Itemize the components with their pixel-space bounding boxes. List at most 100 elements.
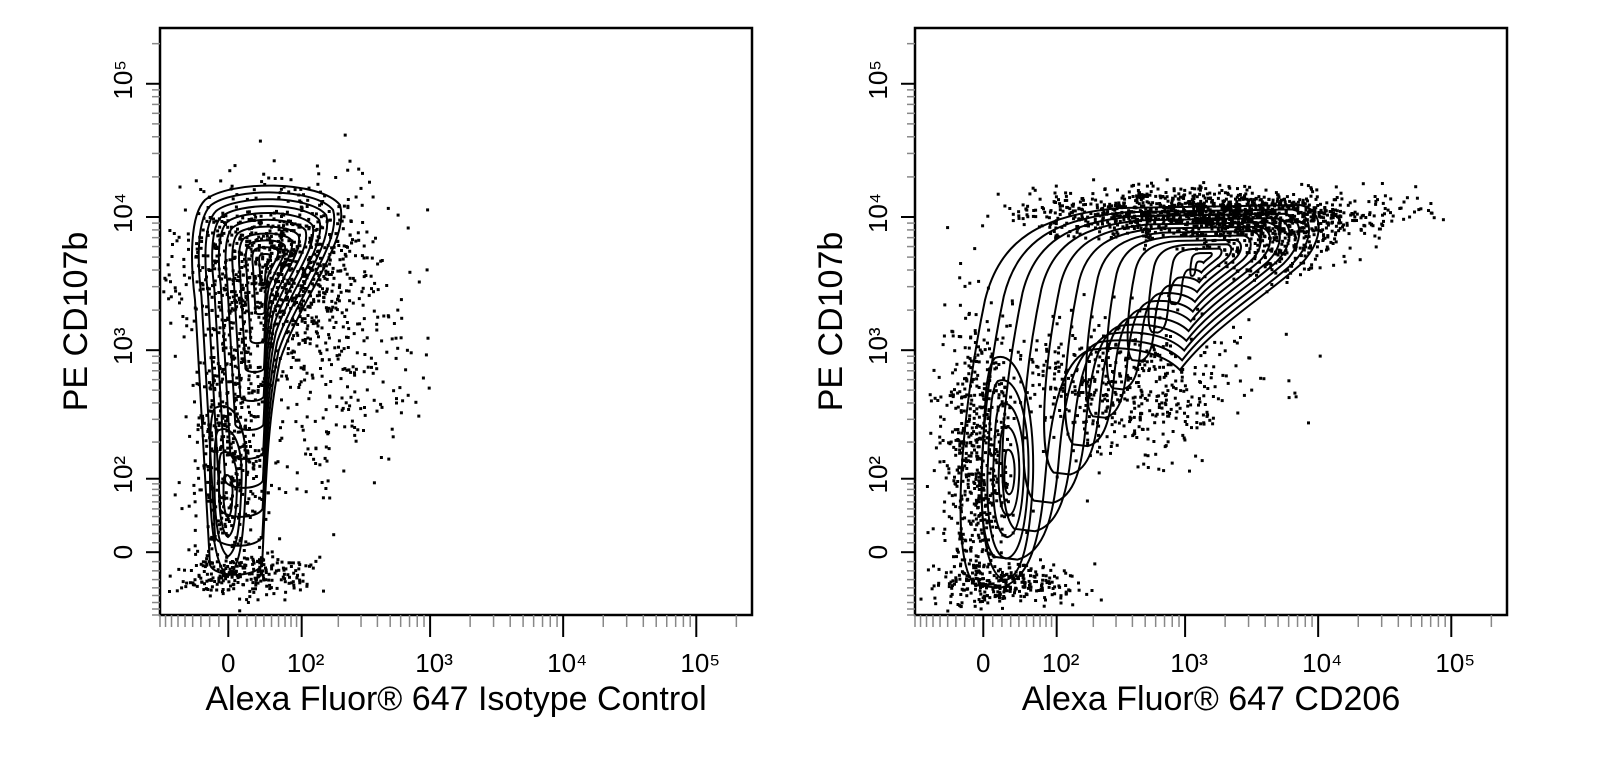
event-dot xyxy=(344,254,348,258)
event-dot xyxy=(1139,388,1143,392)
event-dot xyxy=(997,382,1001,386)
event-dot xyxy=(979,457,983,461)
events xyxy=(162,133,431,613)
event-dot xyxy=(261,338,265,342)
event-dot xyxy=(1302,236,1306,240)
event-dot xyxy=(952,445,956,449)
event-dot xyxy=(216,553,220,557)
event-dot xyxy=(1190,186,1194,190)
event-dot xyxy=(1245,210,1249,214)
event-dot xyxy=(270,578,274,582)
event-dot xyxy=(1241,227,1245,231)
event-dot xyxy=(227,451,230,455)
event-dot xyxy=(254,581,258,585)
event-dot xyxy=(214,243,217,247)
event-dot xyxy=(1140,332,1144,336)
event-dot xyxy=(1279,228,1283,232)
event-dot xyxy=(950,586,954,590)
event-dot xyxy=(1243,217,1247,221)
event-dot xyxy=(1159,358,1163,362)
event-dot xyxy=(1131,339,1135,343)
event-dot xyxy=(1109,451,1112,455)
event-dot xyxy=(233,458,237,462)
event-dot xyxy=(968,281,972,285)
event-dot xyxy=(1223,349,1227,353)
event-dot xyxy=(281,299,285,303)
event-dot xyxy=(1165,195,1169,199)
event-dot xyxy=(1199,206,1203,210)
event-dot xyxy=(970,472,974,476)
event-dot xyxy=(1084,420,1088,423)
event-dot xyxy=(386,314,390,318)
event-dot xyxy=(218,499,221,503)
event-dot xyxy=(1253,242,1257,245)
event-dot xyxy=(1018,564,1022,568)
event-dot xyxy=(281,420,285,424)
event-dot xyxy=(992,478,996,482)
event-dot xyxy=(183,208,187,212)
event-dot xyxy=(299,187,303,191)
event-dot xyxy=(225,401,229,405)
event-dot xyxy=(1048,581,1052,585)
event-dot xyxy=(269,251,273,255)
event-dot xyxy=(1315,188,1319,192)
event-dot xyxy=(1236,224,1240,228)
event-dot xyxy=(998,584,1002,588)
event-dot xyxy=(206,430,210,433)
event-dot xyxy=(253,274,257,278)
event-dot xyxy=(1169,407,1173,411)
event-dot xyxy=(1053,585,1057,589)
event-dot xyxy=(260,489,264,493)
event-dot xyxy=(1267,226,1271,230)
event-dot xyxy=(1335,209,1339,213)
event-dot xyxy=(1053,350,1057,354)
event-dot xyxy=(224,577,228,581)
event-dot xyxy=(223,522,227,526)
event-dot xyxy=(1019,571,1023,575)
event-dot xyxy=(191,583,195,587)
event-dot xyxy=(216,421,220,425)
event-dot xyxy=(270,564,274,568)
event-dot xyxy=(1053,191,1057,195)
event-dot xyxy=(256,388,260,392)
event-dot xyxy=(224,274,228,278)
event-dot xyxy=(970,533,974,537)
event-dot xyxy=(1285,232,1289,236)
event-dot xyxy=(1312,206,1316,210)
event-dot xyxy=(1298,198,1302,202)
event-dot xyxy=(1061,386,1065,390)
event-dot xyxy=(380,259,384,262)
event-dot xyxy=(1156,352,1159,356)
event-dot xyxy=(1093,378,1097,382)
event-dot xyxy=(1222,215,1226,219)
event-dot xyxy=(960,558,964,562)
event-dot xyxy=(255,291,259,295)
event-dot xyxy=(228,567,232,571)
event-dot xyxy=(1148,208,1152,212)
event-dot xyxy=(1132,210,1136,214)
event-dot xyxy=(234,398,238,402)
event-dot xyxy=(275,209,278,213)
event-dot xyxy=(1052,435,1056,439)
event-dot xyxy=(219,308,223,312)
event-dot xyxy=(1113,420,1117,424)
event-dot xyxy=(232,357,235,361)
event-dot xyxy=(1260,200,1264,204)
event-dot xyxy=(1106,210,1110,214)
event-dot xyxy=(1166,363,1170,367)
event-dot xyxy=(1226,204,1230,208)
event-dot xyxy=(958,505,962,509)
event-dot xyxy=(1208,208,1212,212)
event-dot xyxy=(1244,214,1248,218)
event-dot xyxy=(1246,215,1250,219)
event-dot xyxy=(987,538,990,542)
event-dot xyxy=(200,236,204,240)
event-dot xyxy=(205,413,209,417)
event-dot xyxy=(1003,204,1007,208)
event-dot xyxy=(1031,371,1035,375)
event-dot xyxy=(982,434,986,438)
event-dot xyxy=(1191,194,1195,198)
event-dot xyxy=(331,266,335,270)
event-dot xyxy=(1153,367,1157,371)
event-dot xyxy=(1059,342,1063,346)
